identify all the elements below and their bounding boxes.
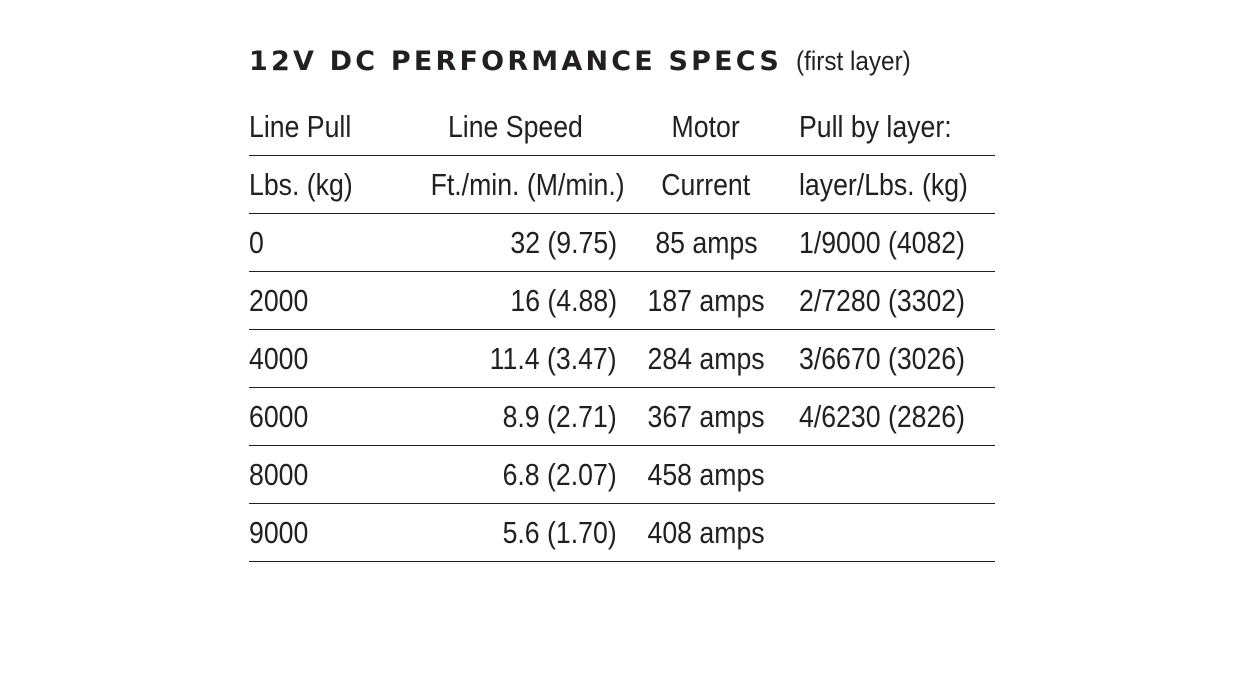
table-cell: 284 amps [631,329,781,388]
page-title: 12V DC PERFORMANCE SPECS (first layer) [249,46,995,88]
table-cell: 32 (9.75) [399,213,631,272]
table-row: 0 32 (9.75) 85 amps 1/9000 (4082) [249,213,995,272]
header-cell: Motor [631,98,781,156]
table-cell: 2000 [249,271,399,330]
table-cell: 9000 [249,503,399,562]
table-cell: 187 amps [631,271,781,330]
header-cell: Current [631,155,781,214]
table-cell [781,445,995,504]
table-cell: 4000 [249,329,399,388]
table-cell: 4/6230 (2826) [781,387,995,446]
specs-table: Line Pull Line Speed Motor Pull by layer… [249,98,995,562]
header-cell: Pull by layer: [781,98,995,156]
title-subtitle: (first layer) [795,46,911,76]
header-row-1: Line Pull Line Speed Motor Pull by layer… [249,98,995,156]
header-cell: Line Pull [249,98,399,156]
table-row: 9000 5.6 (1.70) 408 amps [249,503,995,562]
table-cell: 408 amps [631,503,781,562]
header-cell: Ft./min. (M/min.) [399,155,631,214]
header-cell: layer/Lbs. (kg) [781,155,995,214]
header-cell: Line Speed [399,98,631,156]
table-cell: 85 amps [631,213,781,272]
table-cell: 6.8 (2.07) [399,445,631,504]
table-cell: 367 amps [631,387,781,446]
table-row: 6000 8.9 (2.71) 367 amps 4/6230 (2826) [249,387,995,446]
table-row: 4000 11.4 (3.47) 284 amps 3/6670 (3026) [249,329,995,388]
table-cell: 3/6670 (3026) [781,329,995,388]
header-cell: Lbs. (kg) [249,155,399,214]
table-cell: 2/7280 (3302) [781,271,995,330]
table-row: 8000 6.8 (2.07) 458 amps [249,445,995,504]
table-cell: 0 [249,213,399,272]
table-cell: 1/9000 (4082) [781,213,995,272]
table-cell: 6000 [249,387,399,446]
table-cell: 8.9 (2.71) [399,387,631,446]
table-cell [781,503,995,562]
performance-specs: 12V DC PERFORMANCE SPECS (first layer) L… [249,46,995,562]
table-cell: 5.6 (1.70) [399,503,631,562]
table-row: 2000 16 (4.88) 187 amps 2/7280 (3302) [249,271,995,330]
table-cell: 16 (4.88) [399,271,631,330]
table-cell: 458 amps [631,445,781,504]
table-cell: 8000 [249,445,399,504]
header-row-2: Lbs. (kg) Ft./min. (M/min.) Current laye… [249,155,995,214]
title-main: 12V DC PERFORMANCE SPECS [249,46,782,77]
table-cell: 11.4 (3.47) [399,329,631,388]
